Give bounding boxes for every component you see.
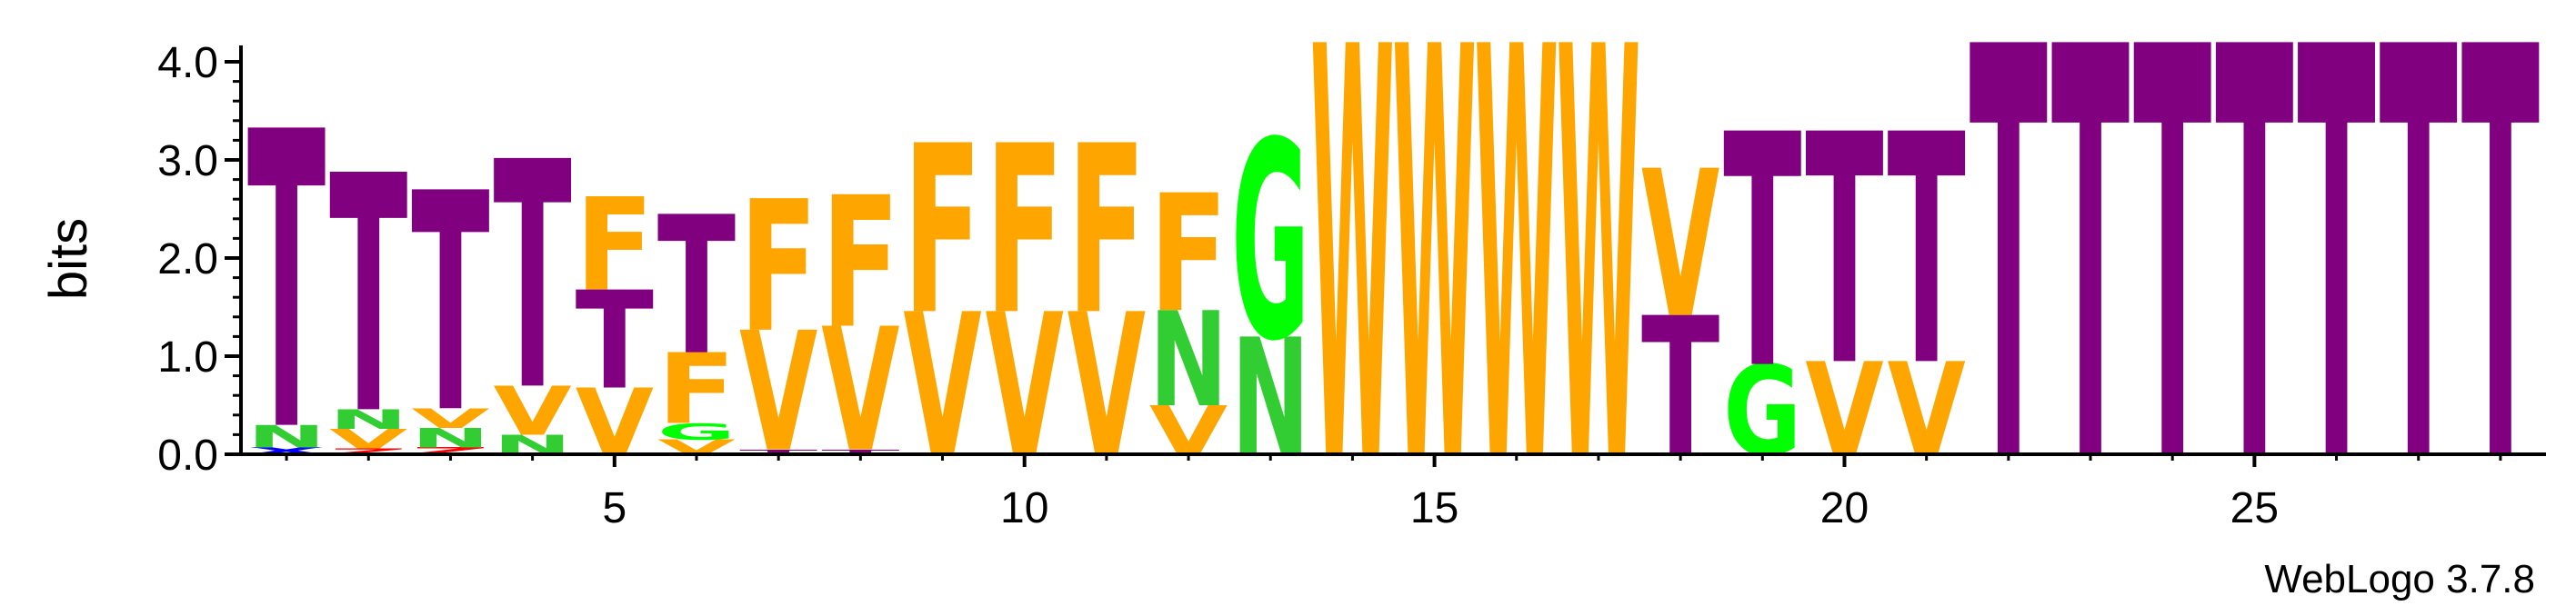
axis-layer (239, 45, 2546, 456)
logo-letter-f: F (739, 164, 817, 373)
y-tick-label: 2.0 (157, 235, 218, 283)
logo-letter-t: T (2297, 0, 2376, 588)
logo-letter-t: T (494, 97, 573, 461)
logo-letter-f: F (821, 160, 899, 369)
logo-letter-t: T (1805, 67, 1884, 435)
logo-letter-t: T (739, 448, 817, 456)
logo-letter-w: W (1557, 0, 1640, 588)
logo-letter-w: W (1392, 0, 1476, 588)
logo-letter-t: T (1970, 0, 2049, 588)
logo-letter-g: G (657, 418, 736, 444)
logo-letter-g: G (1231, 84, 1309, 401)
logo-letter-t: T (1888, 67, 1967, 435)
logo-letter-t: T (657, 176, 736, 397)
logo-letter-n: N (1231, 305, 1309, 493)
logo-letter-t: T (1641, 277, 1719, 500)
logo-letter-t: T (2215, 0, 2294, 588)
logo-letter-v: V (494, 373, 572, 451)
logo-letter-f: F (1149, 161, 1228, 348)
logo-letter-f: F (986, 97, 1064, 367)
logo-letter-t: T (576, 263, 654, 420)
logo-letter-n: N (247, 419, 326, 455)
y-tick-label: 3.0 (157, 137, 218, 185)
logo-letter-f: F (1067, 97, 1146, 367)
weblogo-footer: WebLogo 3.7.8 (2264, 557, 2535, 601)
logo-letter-n: N (329, 404, 407, 435)
logo-letter-v: V (1641, 129, 1719, 363)
y-ticks: 0.0 1.0 2.0 3.0 4.0 (157, 39, 241, 480)
y-axis-label: bits (39, 218, 98, 300)
logo-letter-v: V (1067, 272, 1146, 502)
logo-letter-f: F (657, 333, 736, 446)
y-tick-label: 0.0 (157, 432, 218, 480)
logo-letter-t: T (2133, 0, 2212, 588)
logo-letter-t: T (821, 448, 899, 456)
logo-letter-v: V (411, 403, 489, 435)
y-tick-label: 4.0 (157, 39, 218, 87)
logo-letter-v: V (329, 423, 407, 455)
logo-letter-w: W (1475, 0, 1559, 588)
logo-letter-t: T (2380, 0, 2459, 588)
logo-letter-t: T (1723, 67, 1802, 440)
x-tick-label: 5 (602, 484, 626, 532)
logo-letter-t: T (247, 46, 326, 522)
x-tick-label: 20 (1820, 484, 1869, 532)
logo-letter-f: F (576, 171, 654, 320)
logo-letter-t: T (2461, 0, 2541, 588)
logo-letter-z: Z (329, 447, 407, 456)
logo-letter-f: F (903, 97, 981, 367)
x-tick-label: 10 (1000, 484, 1048, 532)
x-tick-label: 25 (2230, 484, 2279, 532)
logo-letter-t: T (411, 130, 489, 479)
logo-letter-w: W (1310, 0, 1394, 588)
logo-letter-t: T (2051, 0, 2130, 588)
x-ticks: 5 10 15 20 25 (285, 454, 2502, 532)
logo-letter-n: N (411, 422, 489, 453)
x-tick-label: 15 (1410, 484, 1458, 532)
logo-letter-n: N (1149, 285, 1228, 437)
logo-letter-t: T (329, 109, 408, 487)
logo-letter-v: V (903, 272, 981, 502)
y-tick-label: 1.0 (157, 333, 218, 382)
